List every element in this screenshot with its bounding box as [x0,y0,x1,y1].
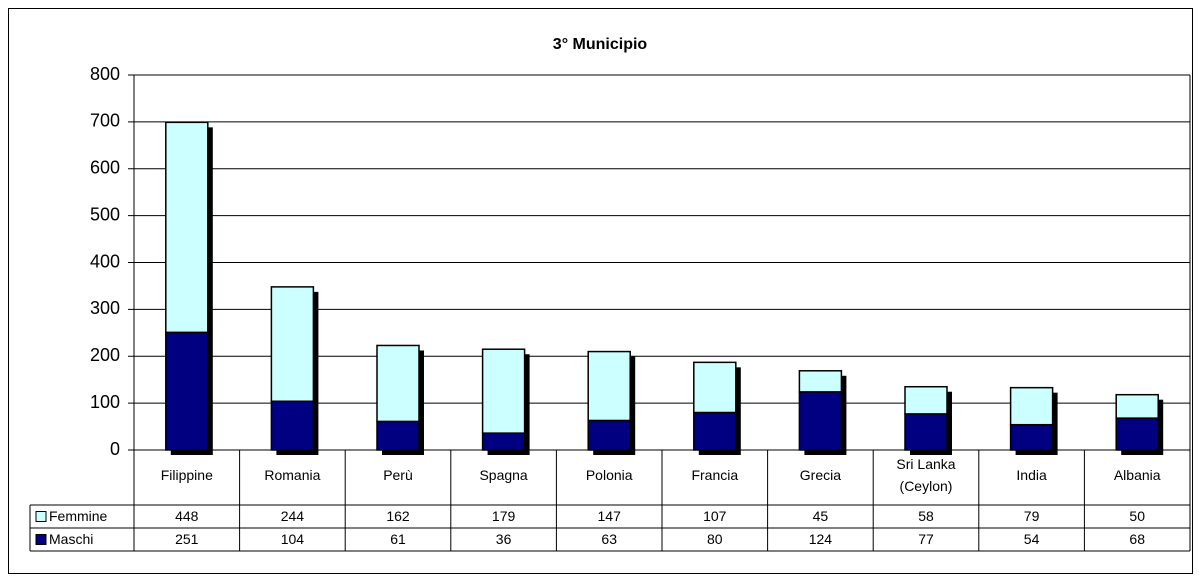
table-value: 77 [918,531,934,547]
x-tick-label: Perù [383,467,413,483]
legend-label: Femmine [49,508,108,524]
bar [270,400,315,451]
x-tick-label-box: Filippine [160,467,213,483]
bar [1009,423,1054,451]
table-value: 36 [496,531,512,547]
bar [798,370,843,393]
table-value: 61 [390,531,406,547]
table-value: 179 [492,508,516,524]
table-value: 448 [175,508,199,524]
x-tick-label: Francia [691,467,739,483]
bar [693,361,737,414]
table-value: 147 [598,508,622,524]
table-value: 244 [281,508,305,524]
table-value: 124 [809,531,833,547]
table-value: 50 [1129,508,1145,524]
table-value: 54 [1024,531,1040,547]
table-value: 251 [175,531,199,547]
table-value: 63 [601,531,617,547]
legend-swatch [35,511,47,522]
x-tick-label-box: Spagna [479,467,528,483]
y-tick-label: 0 [110,439,120,459]
legend-label: Maschi [49,531,93,547]
bar [270,286,315,402]
y-tick-label: 500 [90,204,120,224]
x-tick-label-box: Perù [383,467,413,483]
bar [481,348,526,434]
x-tick-label-box: Romania [264,467,321,483]
table-value: 80 [707,531,723,547]
x-tick-label-box: Polonia [585,467,633,483]
bar [1115,393,1159,419]
bar [376,344,420,423]
bar [165,121,209,334]
x-tick-label: Albania [1113,467,1161,483]
bar [1115,417,1159,451]
table-value: 107 [703,508,727,524]
x-tick-label-box: Albania [1113,467,1161,483]
x-tick-label: Grecia [799,467,841,483]
x-tick-label: Filippine [160,467,213,483]
y-tick-label: 200 [90,345,120,365]
table-value: 45 [813,508,829,524]
bar [481,432,526,451]
x-tick-label: Sri Lanka (Ceylon) [896,456,956,494]
chart-title: 3° Municipio [553,36,648,53]
y-tick-label: 700 [90,111,120,131]
table-value: 104 [281,531,305,547]
y-tick-label: 300 [90,298,120,318]
bar [693,411,737,451]
x-tick-label: Polonia [585,467,633,483]
table-value: 162 [386,508,410,524]
y-tick-label: 600 [90,158,120,178]
bar [587,350,631,422]
y-tick-label: 800 [90,64,120,84]
table-value: 68 [1129,531,1145,547]
x-tick-label: Romania [264,467,321,483]
x-tick-label-box: Grecia [799,467,841,483]
x-tick-label-box: Sri Lanka (Ceylon) [896,456,956,494]
x-tick-label: India [1016,467,1047,483]
bar [165,331,209,451]
bar [798,391,843,451]
legend-swatch [35,534,47,545]
bar [904,385,948,415]
y-tick-label: 100 [90,392,120,412]
table-value: 58 [918,508,934,524]
bar [1009,386,1054,426]
x-tick-label-box: Francia [691,467,739,483]
table-value: 79 [1024,508,1040,524]
x-tick-label-box: India [1016,467,1047,483]
bar [904,413,948,451]
y-tick-label: 400 [90,251,120,271]
bar [587,419,631,451]
bar [376,420,420,451]
x-tick-label: Spagna [479,467,528,483]
